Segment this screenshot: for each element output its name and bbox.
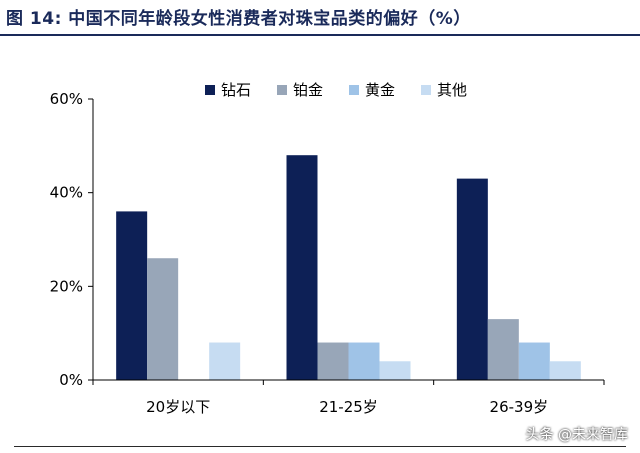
bar bbox=[518, 342, 550, 380]
bar bbox=[116, 211, 148, 380]
chart-legend: 钻石 铂金 黄金 其他 bbox=[205, 81, 467, 99]
legend-label: 铂金 bbox=[293, 81, 323, 99]
y-tick-label: 20% bbox=[50, 277, 83, 295]
bar bbox=[348, 342, 380, 380]
legend-swatch bbox=[349, 85, 359, 95]
bar bbox=[487, 319, 519, 380]
x-tick-label: 20岁以下 bbox=[146, 398, 210, 416]
legend-swatch bbox=[277, 85, 287, 95]
bar bbox=[286, 155, 318, 380]
y-tick-label: 0% bbox=[59, 371, 83, 389]
legend-label: 其他 bbox=[437, 81, 467, 99]
bottom-rule bbox=[14, 446, 626, 447]
chart-axes: 0% 20% 40% 60% 20岁以下 21-25岁 26-39岁 bbox=[50, 90, 605, 416]
legend-label: 钻石 bbox=[221, 81, 251, 99]
title-rule bbox=[0, 34, 640, 36]
y-tick-label: 40% bbox=[50, 184, 83, 202]
bar bbox=[147, 258, 179, 380]
bar bbox=[317, 342, 349, 380]
chart-bars bbox=[116, 155, 581, 380]
legend-swatch bbox=[421, 85, 431, 95]
figure-title: 图 14: 中国不同年龄段女性消费者对珠宝品类的偏好（%） bbox=[6, 9, 471, 29]
bar bbox=[456, 178, 488, 380]
bar bbox=[209, 342, 241, 380]
bar bbox=[549, 361, 581, 380]
bar bbox=[379, 361, 411, 380]
legend-swatch bbox=[205, 85, 215, 95]
x-tick-label: 26-39岁 bbox=[490, 398, 549, 416]
legend-label: 黄金 bbox=[365, 81, 395, 99]
watermark: 头条 @未来智库 bbox=[525, 427, 628, 443]
x-tick-label: 21-25岁 bbox=[319, 398, 378, 416]
y-tick-label: 60% bbox=[50, 90, 83, 108]
